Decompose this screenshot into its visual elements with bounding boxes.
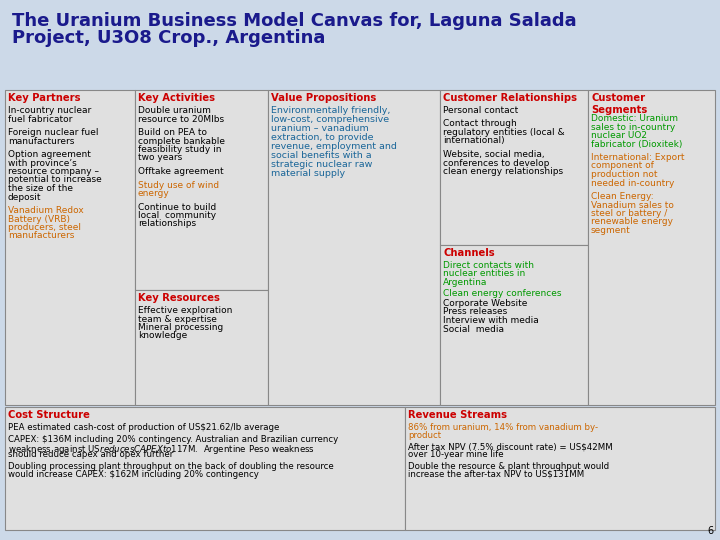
Text: revenue, employment and: revenue, employment and	[271, 142, 397, 151]
Text: Key Activities: Key Activities	[138, 93, 215, 103]
Text: PEA estimated cash-cost of production of US$21.62/lb average: PEA estimated cash-cost of production of…	[8, 423, 279, 432]
Text: Foreign nuclear fuel: Foreign nuclear fuel	[8, 128, 99, 137]
Text: extraction, to provide: extraction, to provide	[271, 133, 374, 142]
Text: resource to 20Mlbs: resource to 20Mlbs	[138, 114, 224, 124]
Text: Social  media: Social media	[443, 325, 504, 334]
Text: 86% from uranium, 14% from vanadium by-: 86% from uranium, 14% from vanadium by-	[408, 423, 598, 432]
Text: Study use of wind: Study use of wind	[138, 180, 219, 190]
Text: Project, U3O8 Crop., Argentina: Project, U3O8 Crop., Argentina	[12, 29, 325, 47]
Text: local  community: local community	[138, 211, 216, 220]
Text: 6: 6	[708, 526, 714, 536]
Text: Personal contact: Personal contact	[443, 106, 518, 115]
Text: production not: production not	[591, 170, 657, 179]
Text: knowledge: knowledge	[138, 332, 187, 341]
Text: would increase CAPEX: $162M including 20% contingency: would increase CAPEX: $162M including 20…	[8, 470, 259, 479]
Text: manufacturers: manufacturers	[8, 232, 74, 240]
Text: Environmentally friendly,: Environmentally friendly,	[271, 106, 390, 115]
Text: Double the resource & plant throughput would: Double the resource & plant throughput w…	[408, 462, 609, 471]
Text: fuel fabricator: fuel fabricator	[8, 114, 73, 124]
Text: Contact through: Contact through	[443, 119, 517, 129]
Text: Interview with media: Interview with media	[443, 316, 539, 325]
Text: nuclear entities in: nuclear entities in	[443, 269, 526, 279]
Text: energy: energy	[138, 189, 170, 198]
Text: team & expertise: team & expertise	[138, 314, 217, 323]
Text: In-country nuclear: In-country nuclear	[8, 106, 91, 115]
Text: Corporate Website: Corporate Website	[443, 299, 527, 308]
Text: Effective exploration: Effective exploration	[138, 306, 233, 315]
Text: resource company –: resource company –	[8, 167, 99, 176]
Text: Customer
Segments: Customer Segments	[591, 93, 647, 114]
FancyBboxPatch shape	[440, 245, 588, 405]
Text: International: Export: International: Export	[591, 153, 685, 162]
Text: potential to increase: potential to increase	[8, 176, 102, 185]
Text: the size of the: the size of the	[8, 184, 73, 193]
FancyBboxPatch shape	[5, 407, 405, 530]
FancyBboxPatch shape	[588, 90, 715, 405]
Text: product: product	[408, 431, 441, 440]
Text: Direct contacts with: Direct contacts with	[443, 261, 534, 270]
Text: Offtake agreement: Offtake agreement	[138, 167, 224, 176]
Text: Website, social media,: Website, social media,	[443, 150, 544, 159]
Text: strategic nuclear raw: strategic nuclear raw	[271, 160, 372, 169]
Text: deposit: deposit	[8, 192, 42, 201]
Text: international): international)	[443, 137, 505, 145]
Text: Press releases: Press releases	[443, 307, 508, 316]
Text: Customer Relationships: Customer Relationships	[443, 93, 577, 103]
Text: Channels: Channels	[443, 248, 495, 258]
Text: component of: component of	[591, 161, 654, 171]
Text: steel or battery /: steel or battery /	[591, 209, 667, 218]
Text: Option agreement: Option agreement	[8, 150, 91, 159]
Text: feasibility study in: feasibility study in	[138, 145, 222, 154]
Text: CAPEX: $136M including 20% contingency. Australian and Brazilian currency: CAPEX: $136M including 20% contingency. …	[8, 435, 338, 444]
Text: Double uranium: Double uranium	[138, 106, 211, 115]
Text: material supply: material supply	[271, 169, 345, 178]
Text: two years: two years	[138, 153, 182, 163]
FancyBboxPatch shape	[405, 407, 715, 530]
Text: social benefits with a: social benefits with a	[271, 151, 372, 160]
Text: weakness against US$ reduces CAPEX to $117M.  Argentine Peso weakness: weakness against US$ reduces CAPEX to $1…	[8, 443, 315, 456]
Text: Value Propositions: Value Propositions	[271, 93, 377, 103]
FancyBboxPatch shape	[440, 90, 588, 245]
FancyBboxPatch shape	[5, 90, 135, 405]
Text: Vanadium sales to: Vanadium sales to	[591, 200, 674, 210]
Text: Key Resources: Key Resources	[138, 293, 220, 303]
Text: should reduce capex and opex further: should reduce capex and opex further	[8, 450, 174, 460]
Text: nuclear UO2: nuclear UO2	[591, 131, 647, 140]
FancyBboxPatch shape	[268, 90, 440, 405]
FancyBboxPatch shape	[135, 90, 268, 290]
Text: sales to in-country: sales to in-country	[591, 123, 675, 132]
Text: clean energy relationships: clean energy relationships	[443, 167, 563, 176]
Text: Clean Energy:: Clean Energy:	[591, 192, 654, 201]
Text: renewable energy: renewable energy	[591, 218, 673, 226]
Text: conferences to develop: conferences to develop	[443, 159, 549, 167]
FancyBboxPatch shape	[135, 290, 268, 405]
Text: The Uranium Business Model Canvas for, Laguna Salada: The Uranium Business Model Canvas for, L…	[12, 12, 577, 30]
Text: Argentina: Argentina	[443, 278, 487, 287]
Text: Doubling processing plant throughput on the back of doubling the resource: Doubling processing plant throughput on …	[8, 462, 334, 471]
Text: uranium – vanadium: uranium – vanadium	[271, 124, 369, 133]
Text: manufacturers: manufacturers	[8, 137, 74, 145]
Text: Build on PEA to: Build on PEA to	[138, 128, 207, 137]
Text: Revenue Streams: Revenue Streams	[408, 410, 507, 420]
Text: Domestic: Uranium: Domestic: Uranium	[591, 114, 678, 123]
Text: Clean energy conferences: Clean energy conferences	[443, 288, 562, 298]
Text: Vanadium Redox: Vanadium Redox	[8, 206, 84, 215]
Text: fabricator (Dioxitek): fabricator (Dioxitek)	[591, 139, 683, 148]
Text: Cost Structure: Cost Structure	[8, 410, 90, 420]
Text: increase the after-tax NPV to US$131MM: increase the after-tax NPV to US$131MM	[408, 470, 584, 479]
Text: Mineral processing: Mineral processing	[138, 323, 223, 332]
Text: producers, steel: producers, steel	[8, 223, 81, 232]
Text: over 10-year mine life: over 10-year mine life	[408, 450, 503, 460]
Text: complete bankable: complete bankable	[138, 137, 225, 145]
Text: After tax NPV (7.5% discount rate) = US$42MM: After tax NPV (7.5% discount rate) = US$…	[408, 443, 613, 451]
Text: needed in-country: needed in-country	[591, 179, 675, 187]
Text: Key Partners: Key Partners	[8, 93, 81, 103]
Text: Battery (VRB): Battery (VRB)	[8, 214, 70, 224]
Text: segment: segment	[591, 226, 631, 235]
Text: low-cost, comprehensive: low-cost, comprehensive	[271, 115, 389, 124]
Text: regulatory entities (local &: regulatory entities (local &	[443, 128, 564, 137]
Text: Continue to build: Continue to build	[138, 202, 216, 212]
Text: relationships: relationships	[138, 219, 196, 228]
Text: with province’s: with province’s	[8, 159, 77, 167]
